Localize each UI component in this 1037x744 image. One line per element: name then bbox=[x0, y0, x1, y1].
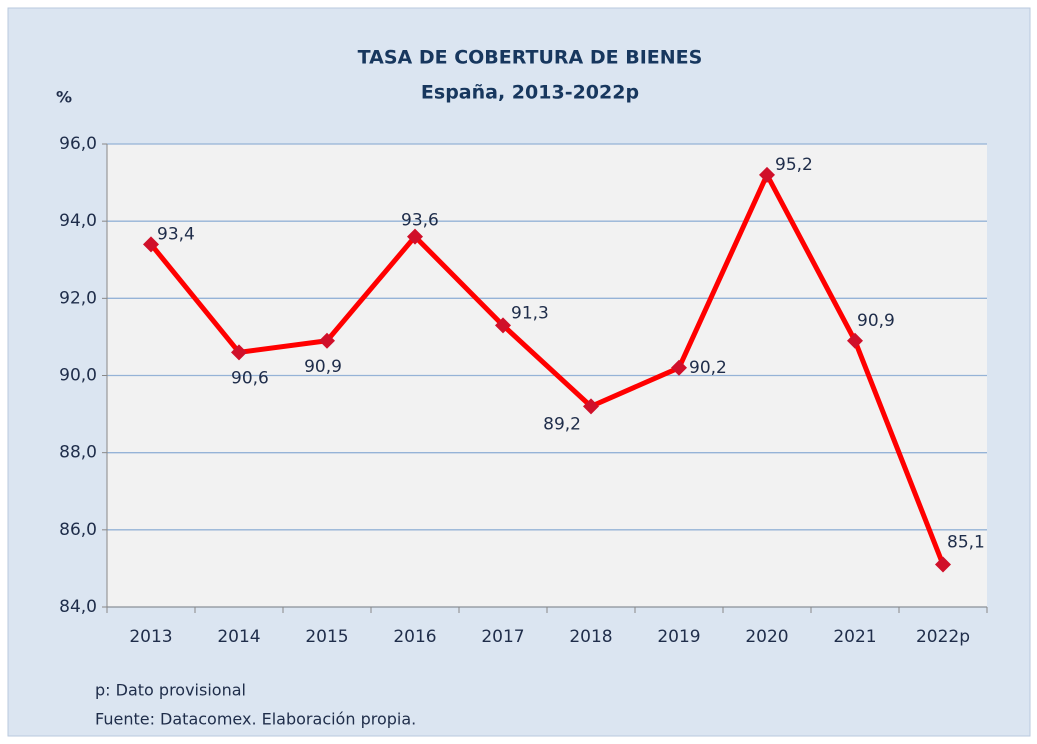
x-tick-label: 2013 bbox=[129, 627, 172, 647]
x-tick-label: 2022p bbox=[916, 627, 970, 647]
x-tick-label: 2021 bbox=[833, 627, 876, 647]
data-label: 90,6 bbox=[231, 368, 269, 388]
y-tick-label: 92,0 bbox=[59, 288, 97, 308]
y-tick-label: 88,0 bbox=[59, 443, 97, 463]
y-tick-label: 90,0 bbox=[59, 366, 97, 386]
data-label: 93,6 bbox=[401, 211, 439, 231]
x-tick-label: 2020 bbox=[745, 627, 788, 647]
chart-subtitle: España, 2013-2022p bbox=[421, 82, 639, 104]
marker bbox=[407, 228, 423, 245]
x-tick-label: 2018 bbox=[569, 627, 612, 647]
x-tick-label: 2014 bbox=[217, 627, 260, 647]
note: Fuente: Datacomex. Elaboración propia. bbox=[95, 710, 416, 729]
y-tick-label: 84,0 bbox=[59, 597, 97, 617]
marker bbox=[319, 332, 335, 349]
marker bbox=[583, 398, 599, 415]
data-label: 90,9 bbox=[304, 357, 342, 377]
line bbox=[149, 172, 946, 566]
marker bbox=[143, 236, 159, 253]
marker bbox=[231, 344, 247, 361]
marker bbox=[935, 556, 951, 573]
y-axis-label: % bbox=[56, 88, 72, 107]
x-tick-label: 2017 bbox=[481, 627, 524, 647]
marker bbox=[847, 332, 863, 349]
y-tick-label: 94,0 bbox=[59, 211, 97, 231]
data-label: 85,1 bbox=[947, 533, 985, 553]
data-label: 90,9 bbox=[857, 311, 895, 331]
data-label: 93,4 bbox=[157, 224, 195, 244]
data-label: 89,2 bbox=[543, 414, 581, 434]
y-tick-label: 96,0 bbox=[59, 134, 97, 154]
data-label: 91,3 bbox=[511, 303, 549, 323]
data-label: 95,2 bbox=[775, 155, 813, 175]
x-tick-label: 2016 bbox=[393, 627, 436, 647]
note: p: Dato provisional bbox=[95, 681, 246, 700]
marker bbox=[671, 359, 687, 376]
marker bbox=[759, 166, 775, 183]
chart-title: TASA DE COBERTURA DE BIENES bbox=[358, 47, 703, 69]
marker bbox=[495, 317, 511, 334]
y-tick-label: 86,0 bbox=[59, 520, 97, 540]
x-tick-label: 2019 bbox=[657, 627, 700, 647]
data-label: 90,2 bbox=[689, 358, 727, 378]
x-tick-label: 2015 bbox=[305, 627, 348, 647]
